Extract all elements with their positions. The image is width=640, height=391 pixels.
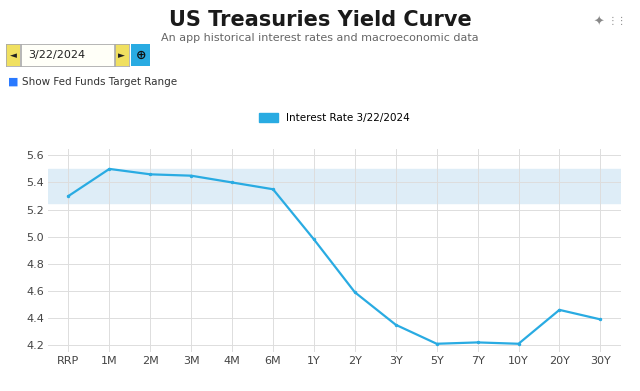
Text: ⊕: ⊕ — [136, 48, 146, 62]
Text: US Treasuries Yield Curve: US Treasuries Yield Curve — [168, 10, 472, 30]
Text: ⋮⋮: ⋮⋮ — [608, 16, 627, 26]
Text: ◄: ◄ — [10, 50, 17, 60]
Text: Show Fed Funds Target Range: Show Fed Funds Target Range — [22, 77, 177, 87]
Bar — [48, 169, 621, 203]
Legend: Interest Rate 3/22/2024: Interest Rate 3/22/2024 — [255, 109, 414, 127]
Text: ■: ■ — [8, 77, 19, 87]
Text: ►: ► — [118, 50, 125, 60]
Text: 3/22/2024: 3/22/2024 — [29, 50, 86, 60]
Text: An app historical interest rates and macroeconomic data: An app historical interest rates and mac… — [161, 33, 479, 43]
Text: ✦: ✦ — [593, 16, 604, 29]
